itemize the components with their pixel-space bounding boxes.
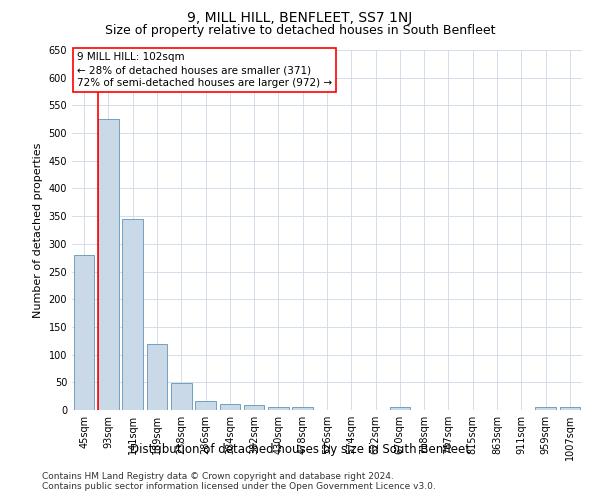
Bar — [268, 406, 289, 410]
Bar — [560, 407, 580, 410]
Text: 9, MILL HILL, BENFLEET, SS7 1NJ: 9, MILL HILL, BENFLEET, SS7 1NJ — [187, 11, 413, 25]
Y-axis label: Number of detached properties: Number of detached properties — [33, 142, 43, 318]
Bar — [98, 119, 119, 410]
Bar — [195, 400, 216, 410]
Bar — [220, 404, 240, 410]
Bar — [389, 407, 410, 410]
Text: Contains public sector information licensed under the Open Government Licence v3: Contains public sector information licen… — [42, 482, 436, 491]
Bar — [74, 255, 94, 410]
Text: 9 MILL HILL: 102sqm
← 28% of detached houses are smaller (371)
72% of semi-detac: 9 MILL HILL: 102sqm ← 28% of detached ho… — [77, 52, 332, 88]
Text: Contains HM Land Registry data © Crown copyright and database right 2024.: Contains HM Land Registry data © Crown c… — [42, 472, 394, 481]
Bar — [146, 344, 167, 410]
Bar — [292, 407, 313, 410]
Bar — [244, 405, 265, 410]
Bar — [122, 219, 143, 410]
Bar — [535, 407, 556, 410]
Text: Size of property relative to detached houses in South Benfleet: Size of property relative to detached ho… — [105, 24, 495, 37]
Bar — [171, 384, 191, 410]
Text: Distribution of detached houses by size in South Benfleet: Distribution of detached houses by size … — [130, 442, 470, 456]
